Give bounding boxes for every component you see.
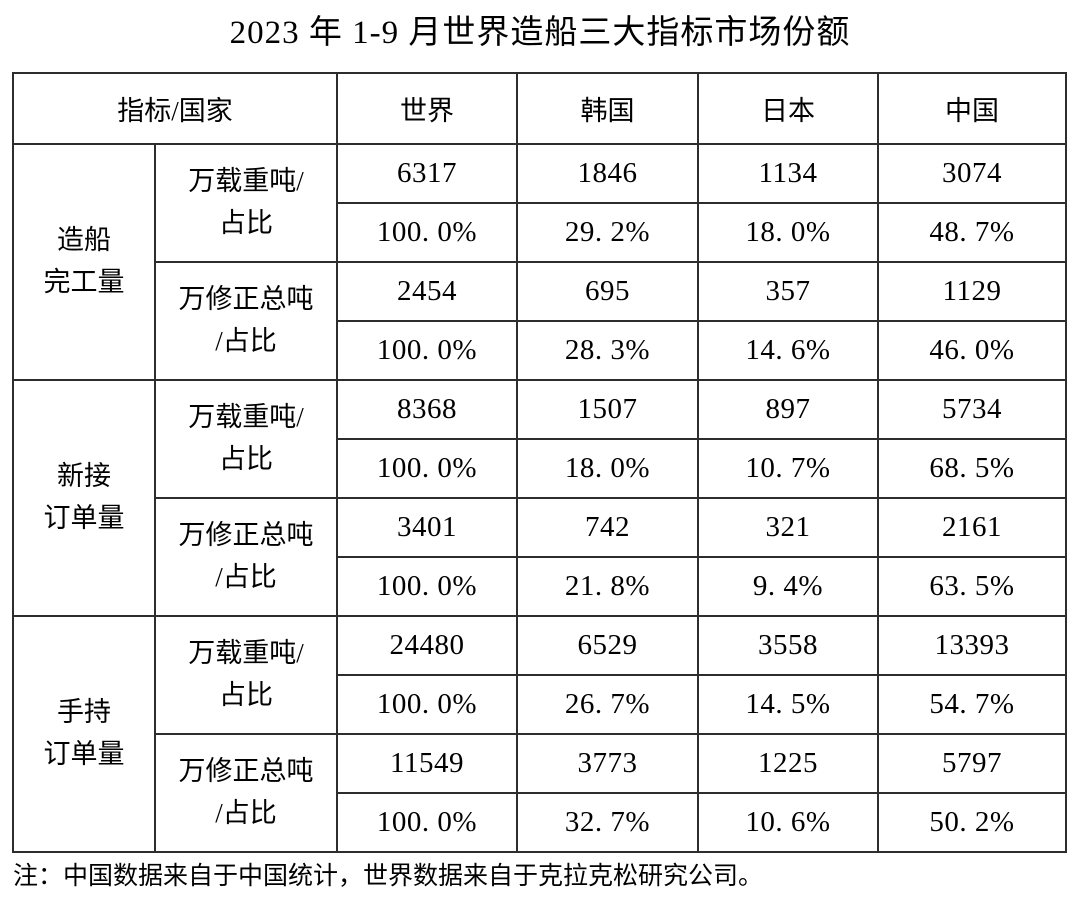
unit-cell: 万载重吨/ 占比 [153,615,339,735]
column-header-japan: 日本 [697,72,880,145]
share-cell: 63. 5% [877,556,1068,617]
share-cell: 68. 5% [877,438,1068,499]
share-cell: 100. 0% [336,320,519,381]
column-header-korea: 韩国 [516,72,700,145]
table-row: 100. 0% 32. 7% 10. 6% 50. 2% [13,792,1068,853]
share-cell: 48. 7% [877,202,1068,263]
share-cell: 100. 0% [336,674,519,735]
share-cell: 100. 0% [336,556,519,617]
value-cell: 2161 [877,497,1068,558]
header-row: 指标/国家 世界 韩国 日本 中国 [11,72,1068,145]
market-share-table: 指标/国家 世界 韩国 日本 中国 造船 完工量 万载重吨/ 占比 6317 1… [11,72,1068,853]
unit-cell: 万载重吨/ 占比 [153,379,339,499]
value-cell: 6317 [336,143,519,204]
value-cell: 3074 [877,143,1068,204]
value-cell: 357 [697,261,880,322]
table-row: 万修正总吨 /占比 3401 742 321 2161 [13,497,1068,617]
value-cell: 1129 [877,261,1068,322]
share-cell: 50. 2% [877,792,1068,853]
table-row: 手持 订单量 万载重吨/ 占比 24480 6529 3558 13393 [12,615,1068,853]
value-cell: 6529 [516,615,700,676]
value-cell: 742 [516,497,700,558]
table-row: 100. 0% 18. 0% 10. 7% 68. 5% [13,438,1068,499]
unit-cell: 万载重吨/ 占比 [153,143,339,263]
value-cell: 8368 [336,379,519,440]
value-cell: 5797 [877,733,1068,794]
share-cell: 26. 7% [516,674,700,735]
share-cell: 10. 7% [697,438,880,499]
table-row: 新接 订单量 万载重吨/ 占比 8368 1507 897 5734 [12,379,1068,617]
table-header: 指标/国家 世界 韩国 日本 中国 [11,72,1068,145]
unit-cell: 万修正总吨 /占比 [153,261,339,381]
share-cell: 28. 3% [516,320,700,381]
source-note: 注：中国数据来自于中国统计，世界数据来自于克拉克松研究公司。 [13,863,764,890]
value-cell: 24480 [336,615,519,676]
table-row: 100. 0% 21. 8% 9. 4% 63. 5% [13,556,1068,617]
category-cell-completions: 造船 完工量 [12,143,156,381]
share-cell: 100. 0% [336,792,519,853]
column-header-china: 中国 [877,72,1068,145]
value-cell: 3558 [697,615,880,676]
value-cell: 1225 [697,733,880,794]
value-cell: 3401 [336,497,519,558]
unit-cell: 万修正总吨 /占比 [153,497,339,617]
share-cell: 14. 6% [697,320,880,381]
share-cell: 46. 0% [877,320,1068,381]
value-cell: 13393 [877,615,1068,676]
corner-header-cell: 指标/国家 [11,72,339,145]
value-cell: 897 [697,379,880,440]
share-cell: 21. 8% [516,556,700,617]
category-cell-order-backlog: 手持 订单量 [12,615,156,853]
table-row: 100. 0% 26. 7% 14. 5% 54. 7% [13,674,1068,735]
share-cell: 10. 6% [697,792,880,853]
value-cell: 1134 [697,143,880,204]
share-cell: 100. 0% [336,438,519,499]
value-cell: 11549 [336,733,519,794]
share-cell: 18. 0% [697,202,880,263]
value-cell: 2454 [336,261,519,322]
table-row: 造船 完工量 万载重吨/ 占比 6317 1846 1134 3074 [12,143,1068,381]
unit-cell: 万修正总吨 /占比 [153,733,339,853]
share-cell: 29. 2% [516,202,700,263]
category-cell-new-orders: 新接 订单量 [12,379,156,617]
table-body: 造船 完工量 万载重吨/ 占比 6317 1846 1134 3074 100.… [12,143,1068,853]
share-cell: 32. 7% [516,792,700,853]
value-cell: 1846 [516,143,700,204]
share-cell: 14. 5% [697,674,880,735]
column-header-world: 世界 [336,72,519,145]
table-row: 100. 0% 29. 2% 18. 0% 48. 7% [13,202,1068,263]
value-cell: 695 [516,261,700,322]
value-cell: 321 [697,497,880,558]
value-cell: 1507 [516,379,700,440]
table-row: 万修正总吨 /占比 2454 695 357 1129 [13,261,1068,381]
value-cell: 5734 [877,379,1068,440]
share-cell: 54. 7% [877,674,1068,735]
share-cell: 18. 0% [516,438,700,499]
share-cell: 9. 4% [697,556,880,617]
table-row: 100. 0% 28. 3% 14. 6% 46. 0% [13,320,1068,381]
page-title: 2023 年 1-9 月世界造船三大指标市场份额 [229,15,851,51]
value-cell: 3773 [516,733,700,794]
table-row: 万修正总吨 /占比 11549 3773 1225 5797 [13,733,1068,853]
share-cell: 100. 0% [336,202,519,263]
